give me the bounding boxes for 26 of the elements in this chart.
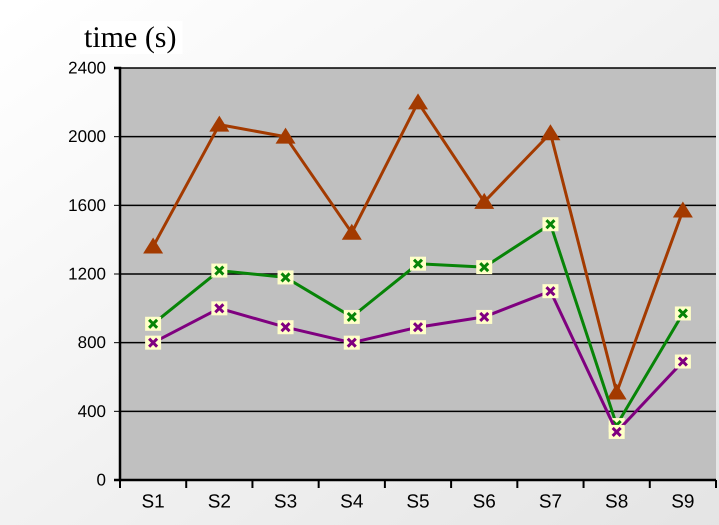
point	[209, 116, 230, 132]
y-tick-label: 2000	[68, 127, 106, 146]
point	[143, 238, 164, 254]
y-tick-label: 800	[78, 333, 106, 352]
x-tick-label: S9	[671, 492, 695, 513]
y-tick-label: 1200	[68, 264, 106, 284]
y-tick-label: 0	[96, 470, 106, 490]
x-tick-label: S5	[406, 492, 430, 513]
point	[672, 201, 693, 218]
x-tick-label: S7	[538, 492, 562, 513]
point	[606, 383, 627, 400]
point	[408, 93, 428, 110]
x-tick-label: S3	[274, 492, 298, 513]
y-tick-label: 1600	[68, 196, 106, 215]
x-tick-label: S1	[141, 492, 165, 513]
point	[276, 128, 296, 144]
x-tick-label: S4	[340, 492, 364, 513]
x-tick-label: S6	[472, 492, 496, 513]
y-tick-label: 2400	[68, 58, 106, 78]
x-tick-label: S2	[208, 492, 231, 513]
y-tick-label: 400	[78, 402, 106, 421]
point	[474, 192, 494, 209]
point	[540, 124, 560, 140]
y-axis-title: time (s)	[84, 21, 176, 54]
point	[342, 224, 362, 240]
x-tick-label: S8	[605, 492, 628, 513]
